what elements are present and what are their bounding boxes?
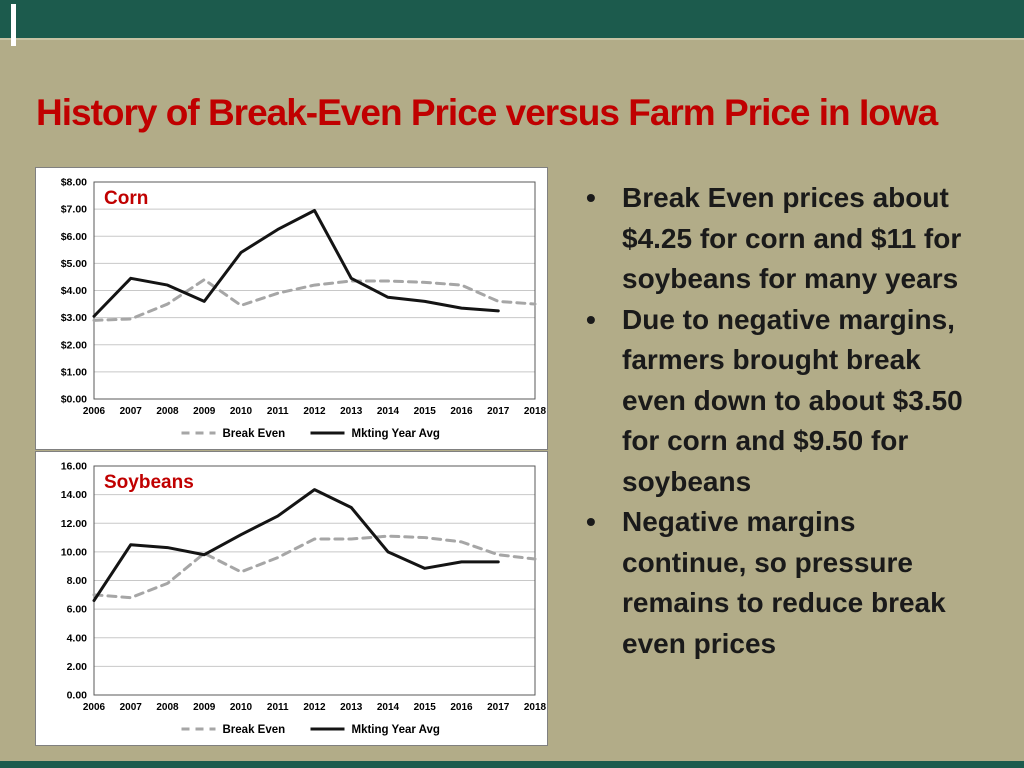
svg-text:2014: 2014 bbox=[377, 702, 400, 713]
svg-text:$5.00: $5.00 bbox=[61, 258, 87, 270]
svg-text:Corn: Corn bbox=[104, 188, 148, 209]
svg-text:$7.00: $7.00 bbox=[61, 204, 87, 216]
svg-text:2012: 2012 bbox=[303, 702, 326, 713]
svg-text:$2.00: $2.00 bbox=[61, 339, 87, 351]
svg-text:2007: 2007 bbox=[120, 406, 143, 417]
charts-column: $8.00 $7.00 $6.00 $5.00 $4.00 $3.00 $2.00 $1.00… bbox=[35, 167, 548, 747]
svg-text:0.00: 0.00 bbox=[67, 690, 88, 702]
soybeans-chart: 16.00 14.00 12.00 10.00 8.00 6.00 4.00 2.00 0.00… bbox=[61, 461, 547, 737]
svg-text:2016: 2016 bbox=[450, 406, 473, 417]
svg-text:2009: 2009 bbox=[193, 406, 216, 417]
svg-text:6.00: 6.00 bbox=[67, 604, 88, 616]
svg-text:2008: 2008 bbox=[156, 406, 179, 417]
svg-text:2006: 2006 bbox=[83, 702, 106, 713]
svg-text:2006: 2006 bbox=[83, 406, 106, 417]
bottom-accent-bar bbox=[0, 761, 1024, 768]
svg-text:14.00: 14.00 bbox=[61, 489, 87, 501]
svg-text:$8.00: $8.00 bbox=[61, 177, 87, 189]
svg-text:2017: 2017 bbox=[487, 406, 510, 417]
left-accent-line bbox=[11, 4, 16, 46]
svg-text:2007: 2007 bbox=[120, 702, 143, 713]
svg-text:$1.00: $1.00 bbox=[61, 366, 87, 378]
svg-text:2018: 2018 bbox=[524, 406, 547, 417]
corn-chart: $8.00 $7.00 $6.00 $5.00 $4.00 $3.00 $2.00 $1.00… bbox=[61, 177, 547, 441]
bullet-item: Negative margins continue, so pressure r… bbox=[584, 502, 986, 664]
svg-text:16.00: 16.00 bbox=[61, 461, 87, 473]
svg-text:2017: 2017 bbox=[487, 702, 510, 713]
soybeans-chart-panel: 16.00 14.00 12.00 10.00 8.00 6.00 4.00 2.00 0.00… bbox=[35, 451, 548, 746]
svg-text:2010: 2010 bbox=[230, 406, 253, 417]
corn-chart-panel: $8.00 $7.00 $6.00 $5.00 $4.00 $3.00 $2.00 $1.00… bbox=[35, 167, 548, 450]
svg-text:4.00: 4.00 bbox=[67, 632, 88, 644]
svg-text:2013: 2013 bbox=[340, 406, 363, 417]
svg-text:2014: 2014 bbox=[377, 406, 400, 417]
bullet-item: Break Even prices about $4.25 for corn a… bbox=[584, 178, 986, 300]
svg-text:Mkting Year Avg: Mkting Year Avg bbox=[352, 724, 440, 736]
svg-text:2015: 2015 bbox=[414, 702, 437, 713]
svg-text:10.00: 10.00 bbox=[61, 546, 87, 558]
svg-text:Soybeans: Soybeans bbox=[104, 472, 194, 493]
svg-text:12.00: 12.00 bbox=[61, 518, 87, 530]
bullet-item: Due to negative margins, farmers brought… bbox=[584, 300, 986, 503]
svg-text:2.00: 2.00 bbox=[67, 661, 88, 673]
svg-text:2012: 2012 bbox=[303, 406, 326, 417]
svg-text:Break Even: Break Even bbox=[223, 724, 286, 736]
svg-text:$3.00: $3.00 bbox=[61, 312, 87, 324]
svg-text:2013: 2013 bbox=[340, 702, 363, 713]
svg-text:2018: 2018 bbox=[524, 702, 547, 713]
svg-text:$0.00: $0.00 bbox=[61, 394, 87, 406]
svg-text:Mkting Year Avg: Mkting Year Avg bbox=[352, 428, 440, 440]
top-accent-bar bbox=[0, 0, 1024, 40]
svg-text:2016: 2016 bbox=[450, 702, 473, 713]
slide-title: History of Break-Even Price versus Farm … bbox=[36, 92, 938, 133]
svg-text:8.00: 8.00 bbox=[67, 575, 88, 587]
svg-text:2015: 2015 bbox=[414, 406, 437, 417]
svg-text:2011: 2011 bbox=[267, 702, 289, 713]
svg-text:2010: 2010 bbox=[230, 702, 253, 713]
svg-text:$6.00: $6.00 bbox=[61, 231, 87, 243]
svg-text:2008: 2008 bbox=[156, 702, 179, 713]
bullet-list: Break Even prices about $4.25 for corn a… bbox=[584, 178, 986, 664]
svg-text:Break Even: Break Even bbox=[223, 428, 286, 440]
svg-text:2009: 2009 bbox=[193, 702, 216, 713]
svg-text:$4.00: $4.00 bbox=[61, 285, 87, 297]
svg-text:2011: 2011 bbox=[267, 406, 289, 417]
